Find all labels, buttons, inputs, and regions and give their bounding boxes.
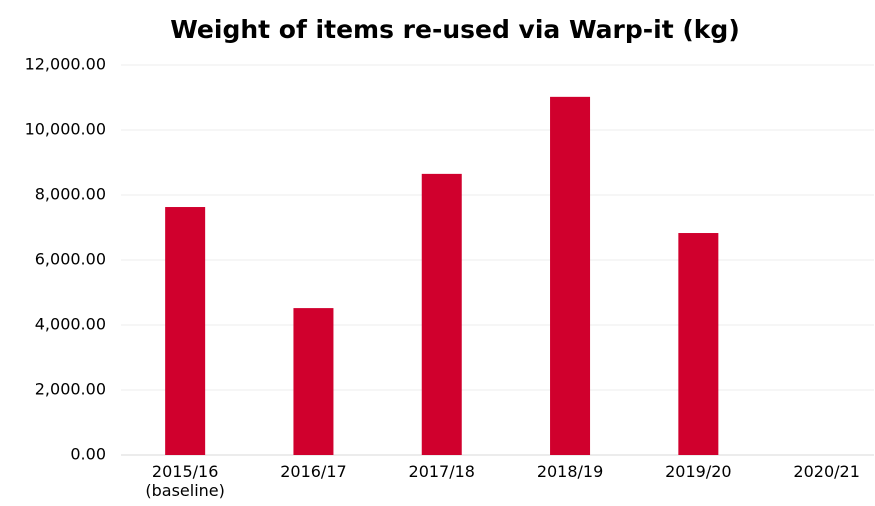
chart-title: Weight of items re-used via Warp-it (kg) xyxy=(170,15,740,44)
x-tick-label: 2017/18 xyxy=(408,462,475,481)
x-tick-label: 2020/21 xyxy=(793,462,860,481)
y-tick-label: 6,000.00 xyxy=(35,250,106,269)
y-tick-label: 10,000.00 xyxy=(25,120,106,139)
x-tick-label: 2015/16 (baseline) xyxy=(145,462,225,500)
x-tick-label: 2019/20 xyxy=(665,462,732,481)
y-tick-label: 12,000.00 xyxy=(25,55,106,74)
bar xyxy=(165,207,206,455)
y-tick-label: 2,000.00 xyxy=(35,380,106,399)
bar xyxy=(678,233,719,455)
y-tick-label: 0.00 xyxy=(70,445,106,464)
x-tick-label: 2016/17 xyxy=(280,462,347,481)
bar xyxy=(550,96,591,455)
y-tick-label: 8,000.00 xyxy=(35,185,106,204)
bar xyxy=(421,173,462,455)
y-tick-label: 4,000.00 xyxy=(35,315,106,334)
bar xyxy=(293,308,334,455)
x-tick-label: 2018/19 xyxy=(536,462,604,481)
